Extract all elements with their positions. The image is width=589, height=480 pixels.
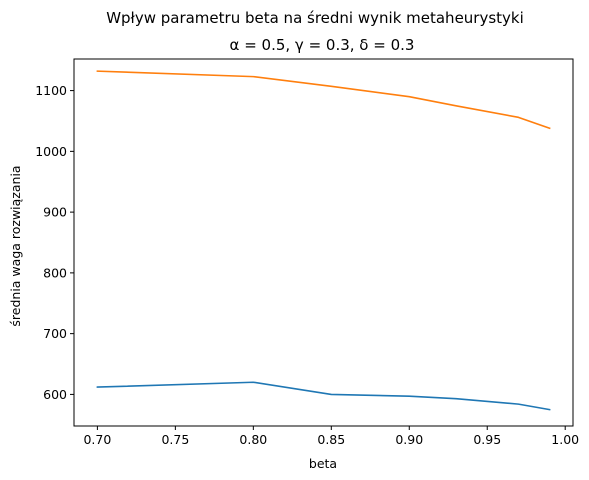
y-tick-label: 900 <box>43 205 67 220</box>
chart-subtitle: α = 0.5, γ = 0.3, δ = 0.3 <box>230 36 415 54</box>
y-axis-label: średnia waga rozwiązania <box>8 165 23 326</box>
x-tick-label: 0.70 <box>83 432 111 447</box>
series-layer <box>96 70 551 411</box>
axes-frame <box>73 58 574 427</box>
series-line-2 <box>96 70 551 130</box>
y-axis: 600 700 800 900 1000 1100 <box>35 83 74 402</box>
x-tick-label: 0.85 <box>317 432 345 447</box>
x-tick-label: 1.00 <box>551 432 579 447</box>
x-axis: 0.70 0.75 0.80 0.85 0.90 0.95 1.00 <box>83 426 579 447</box>
x-tick-label: 0.80 <box>239 432 267 447</box>
y-tick-label: 800 <box>43 265 67 280</box>
y-tick-label: 700 <box>43 326 67 341</box>
y-tick-label: 1000 <box>35 144 67 159</box>
x-tick-label: 0.95 <box>473 432 501 447</box>
plot-area: 0.70 0.75 0.80 0.85 0.90 0.95 1.00 600 700 800 90… <box>35 58 579 447</box>
series-line-1 <box>96 381 551 411</box>
x-axis-label: beta <box>309 456 337 471</box>
chart-title: Wpływ parametru beta na średni wynik met… <box>106 9 524 27</box>
x-tick-label: 0.75 <box>161 432 189 447</box>
y-tick-label: 600 <box>43 387 67 402</box>
x-tick-label: 0.90 <box>395 432 423 447</box>
y-tick-label: 1100 <box>35 83 67 98</box>
